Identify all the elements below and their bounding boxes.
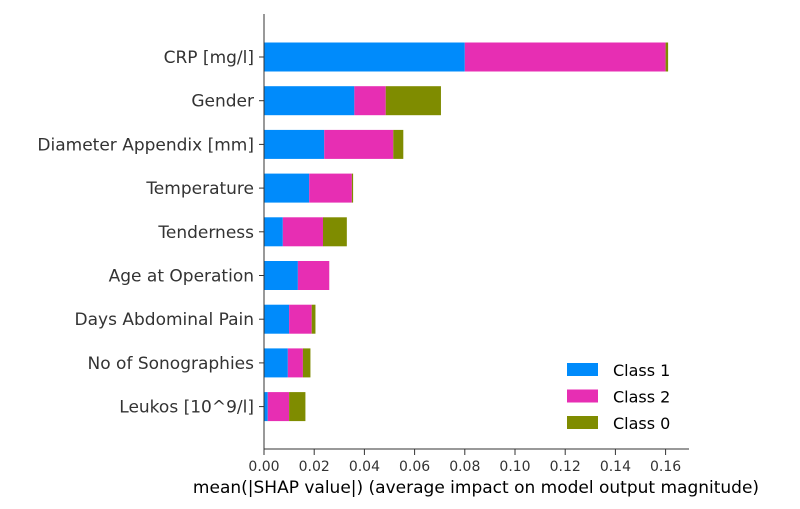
bar-leukos-10-9-l-class-0 (289, 392, 306, 422)
legend-label-class-1: Class 1 (613, 361, 670, 380)
bar-tenderness-class-2 (282, 217, 323, 247)
bar-diameter-appendix-mm-class-0 (393, 129, 404, 159)
x-tick-label: 0.10 (499, 459, 530, 475)
x-tick-label: 0.02 (299, 459, 330, 475)
x-tick-label: 0.04 (349, 459, 380, 475)
legend-swatch-class-0 (567, 416, 598, 429)
x-tick-label: 0.14 (600, 459, 631, 475)
bar-gender-class-0 (385, 86, 441, 116)
category-labels: CRP [mg/l] Gender Diameter Appendix [mm] Te… (37, 48, 264, 418)
category-label: Leukos [10^9/l] (119, 398, 254, 418)
bar-diameter-appendix-mm-class-1 (264, 129, 325, 159)
category-label: CRP [mg/l] (164, 48, 254, 68)
category-label: Diameter Appendix [mm] (37, 135, 254, 155)
category-label: No of Sonographies (88, 354, 255, 374)
bar-no-of-sonographies-class-2 (287, 348, 303, 378)
bar-days-abdominal-pain-class-2 (289, 304, 312, 334)
x-tick-label: 0.00 (248, 459, 279, 475)
bar-tenderness-class-0 (322, 217, 347, 247)
bar-gender-class-1 (264, 86, 355, 116)
bar-temperature-class-0 (351, 173, 354, 203)
bar-days-abdominal-pain-class-1 (264, 304, 290, 334)
bar-age-at-operation-class-1 (264, 261, 298, 290)
bar-crp-mg-l-class-0 (665, 42, 669, 72)
legend-label-class-0: Class 0 (613, 414, 670, 433)
x-axis-ticks: 0.00 0.02 0.04 0.06 0.08 0.10 0.12 0.14 0.16 (248, 449, 681, 475)
category-label: Tenderness (157, 223, 254, 243)
bar-gender-class-2 (354, 86, 386, 116)
bar-temperature-class-1 (264, 173, 310, 203)
legend-swatch-class-2 (567, 389, 598, 403)
bar-days-abdominal-pain-class-0 (311, 304, 316, 334)
bar-diameter-appendix-mm-class-2 (324, 129, 394, 159)
x-tick-label: 0.16 (650, 459, 681, 475)
bars-group (264, 42, 669, 422)
category-label: Temperature (145, 179, 254, 199)
bar-crp-mg-l-class-2 (464, 42, 666, 72)
x-tick-label: 0.06 (399, 459, 430, 475)
x-axis-title: mean(|SHAP value|) (average impact on mo… (193, 478, 759, 498)
bar-age-at-operation-class-2 (297, 261, 330, 290)
category-label: Days Abdominal Pain (75, 310, 254, 330)
bar-no-of-sonographies-class-0 (302, 348, 311, 378)
bar-temperature-class-2 (309, 173, 352, 203)
category-label: Gender (191, 92, 254, 112)
bar-leukos-10-9-l-class-1 (264, 392, 268, 422)
legend-swatch-class-1 (567, 363, 598, 376)
bar-no-of-sonographies-class-1 (264, 348, 288, 378)
x-tick-label: 0.08 (449, 459, 480, 475)
legend-label-class-2: Class 2 (613, 388, 670, 407)
x-tick-label: 0.12 (550, 459, 581, 475)
category-label: Age at Operation (109, 267, 254, 287)
legend: Class 1 Class 2 Class 0 (567, 361, 670, 433)
bar-leukos-10-9-l-class-2 (267, 392, 290, 422)
bar-tenderness-class-1 (264, 217, 283, 247)
bar-crp-mg-l-class-1 (264, 42, 465, 72)
